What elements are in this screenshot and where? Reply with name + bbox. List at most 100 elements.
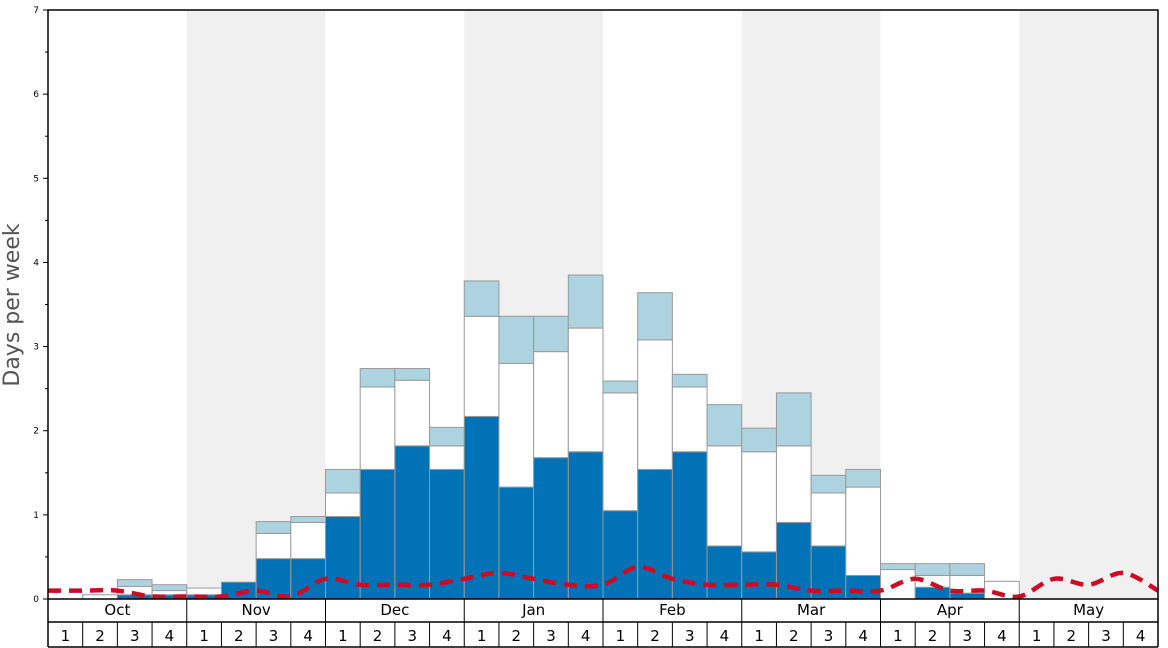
- month-label: Mar: [797, 601, 826, 619]
- week-label: 1: [616, 627, 626, 645]
- week-label: 1: [1032, 627, 1042, 645]
- week-label: 1: [754, 627, 764, 645]
- week-label: 2: [95, 627, 105, 645]
- bar-segment-top: [498, 315, 535, 364]
- week-label: 1: [338, 627, 348, 645]
- y-axis: 0 1 2 3 4 5 6 7: [33, 6, 48, 605]
- y-axis-title: Days per week: [0, 223, 25, 386]
- bar-segment-middle: [151, 590, 188, 596]
- bar-segment-bottom: [463, 415, 500, 600]
- bars-group: [82, 274, 1020, 600]
- bar-segment-middle: [255, 532, 292, 560]
- bar-segment-bottom: [706, 545, 743, 600]
- trend-line: [48, 564, 1160, 600]
- week-label: 3: [824, 627, 834, 645]
- week-label: 3: [1101, 627, 1111, 645]
- y-tick-label: 4: [33, 258, 39, 268]
- week-label: 1: [199, 627, 209, 645]
- week-label: 2: [650, 627, 660, 645]
- bar-segment-top: [567, 274, 604, 329]
- month-label: Jan: [521, 601, 545, 619]
- bar-segment-top: [359, 367, 396, 388]
- week-label: 2: [789, 627, 799, 645]
- bar-segment-top: [394, 367, 431, 381]
- bar-segment-bottom: [359, 468, 396, 600]
- month-label: Oct: [104, 601, 130, 619]
- bar-segment-middle: [359, 386, 396, 470]
- week-label: 3: [130, 627, 140, 645]
- week-label: 4: [858, 627, 868, 645]
- bar-segment-top: [463, 280, 500, 317]
- week-label: 1: [61, 627, 71, 645]
- bar-segment-middle: [810, 492, 847, 547]
- bar-segment-middle: [775, 445, 812, 523]
- week-label: 4: [720, 627, 730, 645]
- bar-segment-middle: [186, 587, 222, 596]
- week-label: 1: [477, 627, 487, 645]
- week-label: 4: [442, 627, 452, 645]
- month-label: Feb: [659, 601, 686, 619]
- trend-line-group: [48, 564, 1160, 600]
- bar-segment-top: [845, 468, 881, 488]
- bar-segment-middle: [394, 379, 431, 447]
- bar-segment-bottom: [567, 451, 604, 600]
- y-tick-label: 3: [33, 343, 39, 353]
- bar-segment-top: [949, 563, 986, 576]
- bar-segment-bottom: [845, 574, 881, 600]
- bar-segment-bottom: [325, 516, 361, 600]
- week-label: 2: [512, 627, 522, 645]
- week-label: 3: [546, 627, 556, 645]
- y-tick-label: 0: [33, 595, 39, 605]
- bar-segment-top: [429, 426, 465, 447]
- bar-segment-bottom: [602, 510, 639, 600]
- x-axis: Oct 1 2 3 4 Nov 1 2 3 4 Dec 1 2 3 4 Jan 1 2 3 4 Feb 1 2 3 4 Mar 1 2…: [47, 599, 1159, 648]
- bar-segment-top: [151, 584, 188, 592]
- bar-segment-bottom: [498, 486, 535, 600]
- bar-segment-middle: [463, 315, 500, 417]
- bar-segment-top: [255, 521, 292, 534]
- week-label: 4: [1136, 627, 1146, 645]
- month-label: Dec: [380, 601, 409, 619]
- month-label: Nov: [241, 601, 270, 619]
- bar-segment-bottom: [394, 445, 431, 600]
- week-label: 4: [581, 627, 591, 645]
- bar-segment-middle: [741, 451, 777, 553]
- bar-segment-bottom: [671, 451, 708, 600]
- week-label: 3: [685, 627, 695, 645]
- week-label: 4: [165, 627, 175, 645]
- bar-segment-top: [325, 468, 361, 494]
- bar-segment-bottom: [741, 551, 777, 600]
- bar-segment-top: [810, 474, 847, 494]
- bar-segment-top: [914, 563, 951, 576]
- bar-segment-top: [533, 315, 569, 353]
- bar-segment-middle: [671, 386, 708, 453]
- bar-segment-middle: [637, 339, 673, 470]
- y-tick-label: 1: [33, 511, 39, 521]
- bar-segment-top: [706, 404, 743, 447]
- bar-segment-top: [637, 292, 673, 341]
- month-band: [1019, 10, 1158, 599]
- week-label: 3: [962, 627, 972, 645]
- bar-segment-middle: [706, 445, 743, 547]
- week-label: 3: [269, 627, 279, 645]
- y-tick-label: 7: [33, 6, 39, 16]
- bar-segment-middle: [845, 486, 881, 576]
- bar-segment-top: [602, 380, 639, 394]
- bar-segment-bottom: [533, 457, 569, 600]
- bar-segment-middle: [290, 521, 326, 560]
- month-band: [186, 10, 326, 599]
- bar-segment-bottom: [429, 468, 465, 600]
- bar-segment-middle: [567, 327, 604, 453]
- bar-segment-top: [671, 373, 708, 388]
- bar-segment-middle: [325, 492, 361, 518]
- week-label: 2: [373, 627, 383, 645]
- bar-segment-top: [741, 427, 777, 453]
- bar-segment-top: [775, 392, 812, 447]
- bar-segment-bottom: [637, 468, 673, 600]
- y-tick-label: 5: [33, 174, 39, 184]
- bar-segment-top: [116, 579, 153, 587]
- bar-segment-bottom: [949, 592, 986, 600]
- bar-segment-bottom: [914, 586, 951, 600]
- bar-segment-middle: [602, 392, 639, 512]
